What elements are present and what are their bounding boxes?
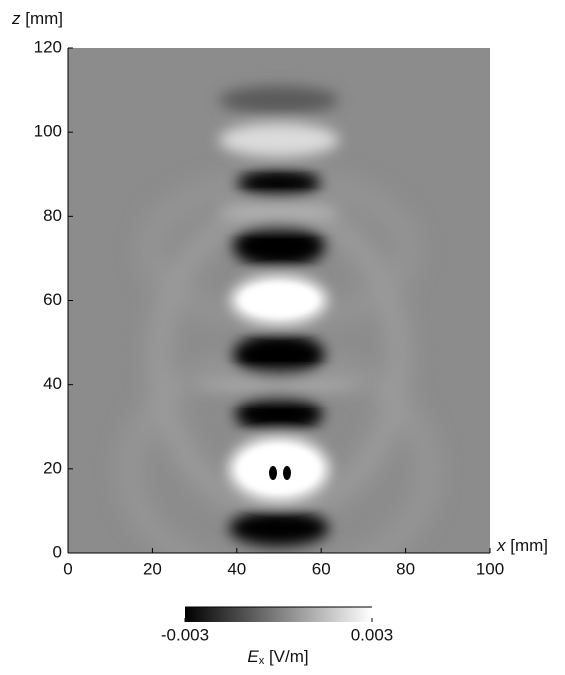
colorbar-tick-label: -0.003 xyxy=(161,625,209,644)
x-tick-label: 0 xyxy=(63,559,72,578)
y-tick-label: 40 xyxy=(43,374,62,393)
y-axis-label: z [mm] xyxy=(11,9,63,28)
y-tick-label: 120 xyxy=(34,37,62,56)
field-image xyxy=(68,48,490,553)
x-axis-label: x [mm] xyxy=(496,536,548,555)
x-tick-label: 100 xyxy=(476,559,504,578)
x-tick-label: 80 xyxy=(396,559,415,578)
y-tick-label: 20 xyxy=(43,458,62,477)
y-tick-label: 100 xyxy=(34,122,62,141)
x-tick-label: 20 xyxy=(143,559,162,578)
x-tick-label: 40 xyxy=(227,559,246,578)
colorbar xyxy=(185,607,372,622)
colorbar-tick-label: 0.003 xyxy=(351,625,394,644)
colorbar-label: Ex [V/m] xyxy=(247,647,308,666)
y-tick-label: 60 xyxy=(43,290,62,309)
x-tick-label: 60 xyxy=(312,559,331,578)
y-tick-label: 0 xyxy=(53,542,62,561)
y-tick-label: 80 xyxy=(43,206,62,225)
